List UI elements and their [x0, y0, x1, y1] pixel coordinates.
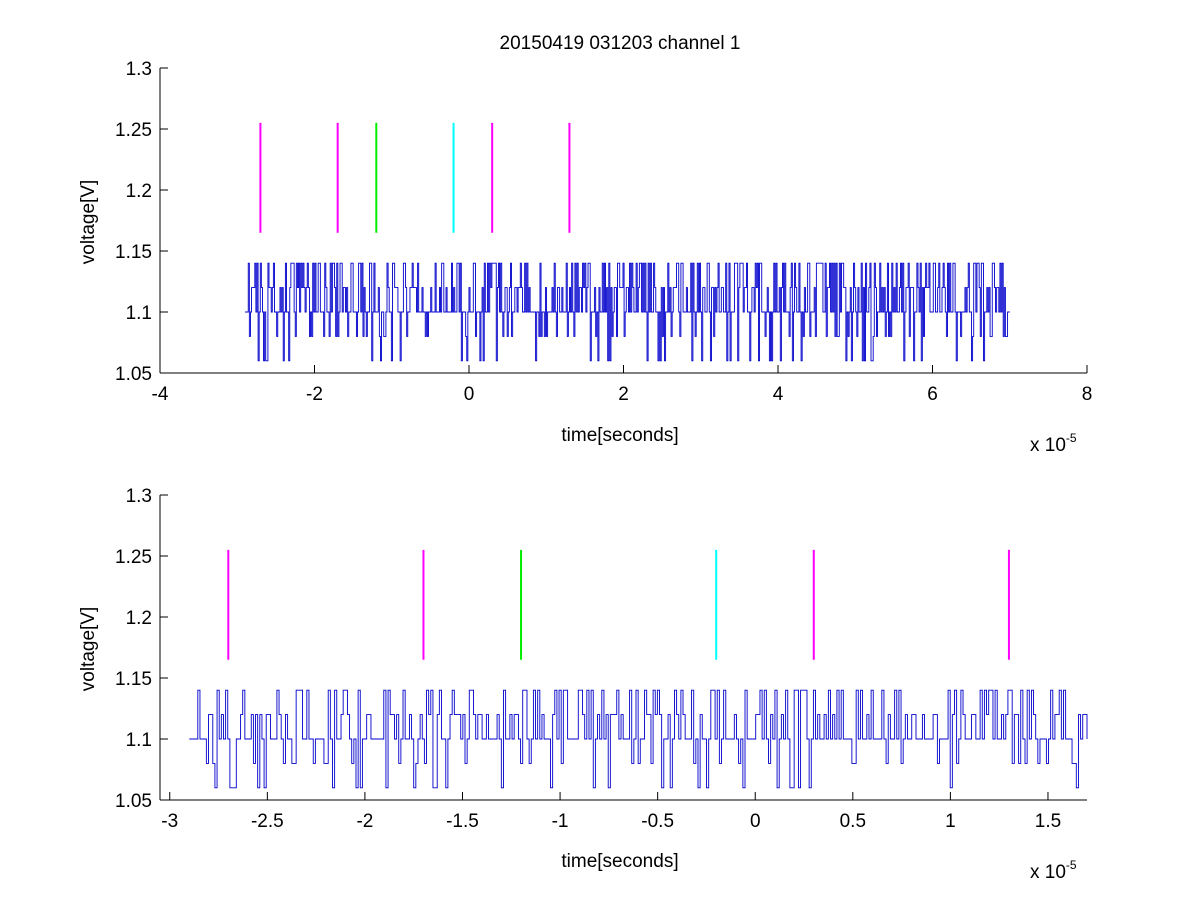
- bottom-x-tick-label: 1.5: [1035, 811, 1061, 832]
- bottom-chart: voltage[V] time[seconds] x 10-5 -3 -2.5 -2…: [78, 486, 1088, 883]
- bottom-x-tick-label: -2: [356, 811, 373, 832]
- top-x-tick-label: -4: [152, 384, 169, 405]
- bottom-x-tick-label: -1: [552, 811, 569, 832]
- top-y-axis-label: voltage[V]: [78, 180, 99, 265]
- bottom-x-tick-label: -2.5: [251, 811, 284, 832]
- top-y-tick-label: 1.1: [126, 303, 152, 324]
- top-x-tick-label: 2: [618, 384, 629, 405]
- bottom-x-tick-label: -1.5: [446, 811, 479, 832]
- bottom-y-tick-label: 1.15: [115, 669, 152, 690]
- bottom-x-axis-label: time[seconds]: [561, 851, 678, 872]
- bottom-y-tick-label: 1.25: [115, 547, 152, 568]
- top-y-tick-label: 1.15: [115, 242, 152, 263]
- bottom-x-tick-label: 0.5: [840, 811, 866, 832]
- bottom-x-exponent-power: -5: [1066, 858, 1077, 872]
- bottom-x-tick-label: -3: [161, 811, 178, 832]
- bottom-x-exponent: x 10-5: [1030, 858, 1077, 883]
- top-x-exponent-base: x 10: [1030, 435, 1066, 456]
- bottom-x-exponent-base: x 10: [1030, 862, 1066, 883]
- top-x-tick-label: 8: [1082, 384, 1093, 405]
- top-y-tick-label: 1.05: [115, 364, 152, 385]
- bottom-x-tick-label: 1: [945, 811, 956, 832]
- top-x-tick-label: 0: [464, 384, 475, 405]
- top-chart: voltage[V] time[seconds] x 10-5 -4 -2 0 2 4 6…: [78, 59, 1092, 456]
- top-y-tick-label: 1.3: [126, 59, 152, 80]
- bottom-y-tick-label: 1.2: [126, 608, 152, 629]
- bottom-y-tick-label: 1.05: [115, 791, 152, 812]
- bottom-y-tick-label: 1.3: [126, 486, 152, 507]
- bottom-x-tick-label: 0: [750, 811, 761, 832]
- top-x-exponent: x 10-5: [1030, 431, 1077, 456]
- top-y-tick-label: 1.25: [115, 120, 152, 141]
- top-x-tick-label: -2: [306, 384, 323, 405]
- bottom-y-tick-label: 1.1: [126, 730, 152, 751]
- top-y-tick-label: 1.2: [126, 181, 152, 202]
- figure-title: 20150419 031203 channel 1: [500, 33, 741, 54]
- top-x-tick-label: 6: [927, 384, 938, 405]
- top-x-tick-label: 4: [773, 384, 784, 405]
- bottom-y-axis-label: voltage[V]: [78, 607, 99, 692]
- bottom-x-tick-label: -0.5: [641, 811, 674, 832]
- top-signal-line: [244, 262, 1010, 362]
- bottom-signal-line: [189, 689, 1088, 789]
- top-x-axis-label: time[seconds]: [561, 425, 678, 446]
- top-x-exponent-power: -5: [1066, 431, 1077, 445]
